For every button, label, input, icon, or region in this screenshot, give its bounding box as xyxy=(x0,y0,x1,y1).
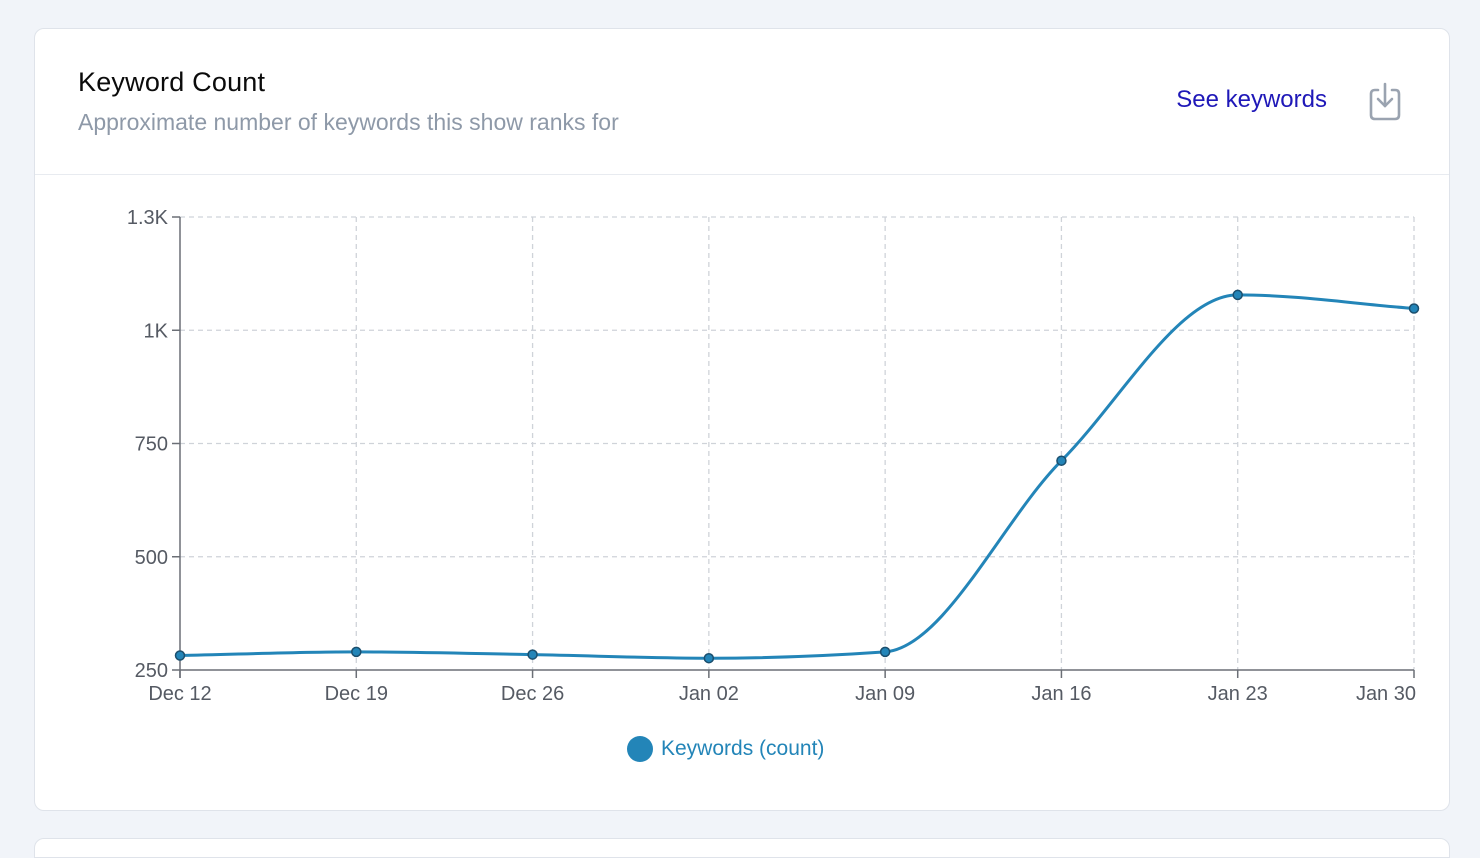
data-point xyxy=(174,650,186,661)
data-point xyxy=(1408,303,1420,314)
legend-swatch xyxy=(627,736,653,762)
data-point xyxy=(1232,289,1243,301)
legend-label: Keywords (count) xyxy=(661,737,825,760)
x-tick-label: Dec 19 xyxy=(325,683,388,705)
x-tick-label: Jan 02 xyxy=(679,683,739,705)
keyword-count-card: Keyword Count Approximate number of keyw… xyxy=(34,28,1450,811)
x-tick-label: Dec 26 xyxy=(501,683,564,705)
data-point xyxy=(879,646,891,658)
data-point xyxy=(351,646,362,658)
y-tick-label: 750 xyxy=(135,434,168,456)
y-tick-label: 500 xyxy=(135,547,168,569)
card-header: Keyword Count Approximate number of keyw… xyxy=(35,29,1449,175)
data-point xyxy=(527,649,538,660)
data-point xyxy=(703,652,715,664)
next-card-edge xyxy=(34,838,1450,858)
x-tick-label: Jan 30 xyxy=(1356,683,1416,705)
series-line-keywords xyxy=(179,293,1415,660)
x-tick-label: Jan 16 xyxy=(1031,683,1091,705)
x-tick-label: Jan 23 xyxy=(1208,683,1268,705)
y-tick-label: 250 xyxy=(135,660,168,682)
card-subtitle: Approximate number of keywords this show… xyxy=(78,109,619,135)
data-point xyxy=(1056,455,1067,466)
y-tick-label: 1K xyxy=(144,320,169,342)
card-title: Keyword Count xyxy=(78,67,266,97)
x-tick-label: Dec 12 xyxy=(148,683,211,705)
download-button[interactable] xyxy=(1368,81,1402,121)
y-tick-label: 1.3K xyxy=(127,207,169,229)
download-icon xyxy=(1369,82,1401,121)
keyword-line-chart: 250 500 750 1K 1.3K Dec 12 Dec 19 Dec 26 Jan 02 J… xyxy=(127,207,1420,705)
see-keywords-link[interactable]: See keywords xyxy=(1176,86,1327,113)
legend-item-keywords[interactable]: Keywords (count) xyxy=(627,734,824,764)
x-tick-label: Jan 09 xyxy=(855,683,915,705)
